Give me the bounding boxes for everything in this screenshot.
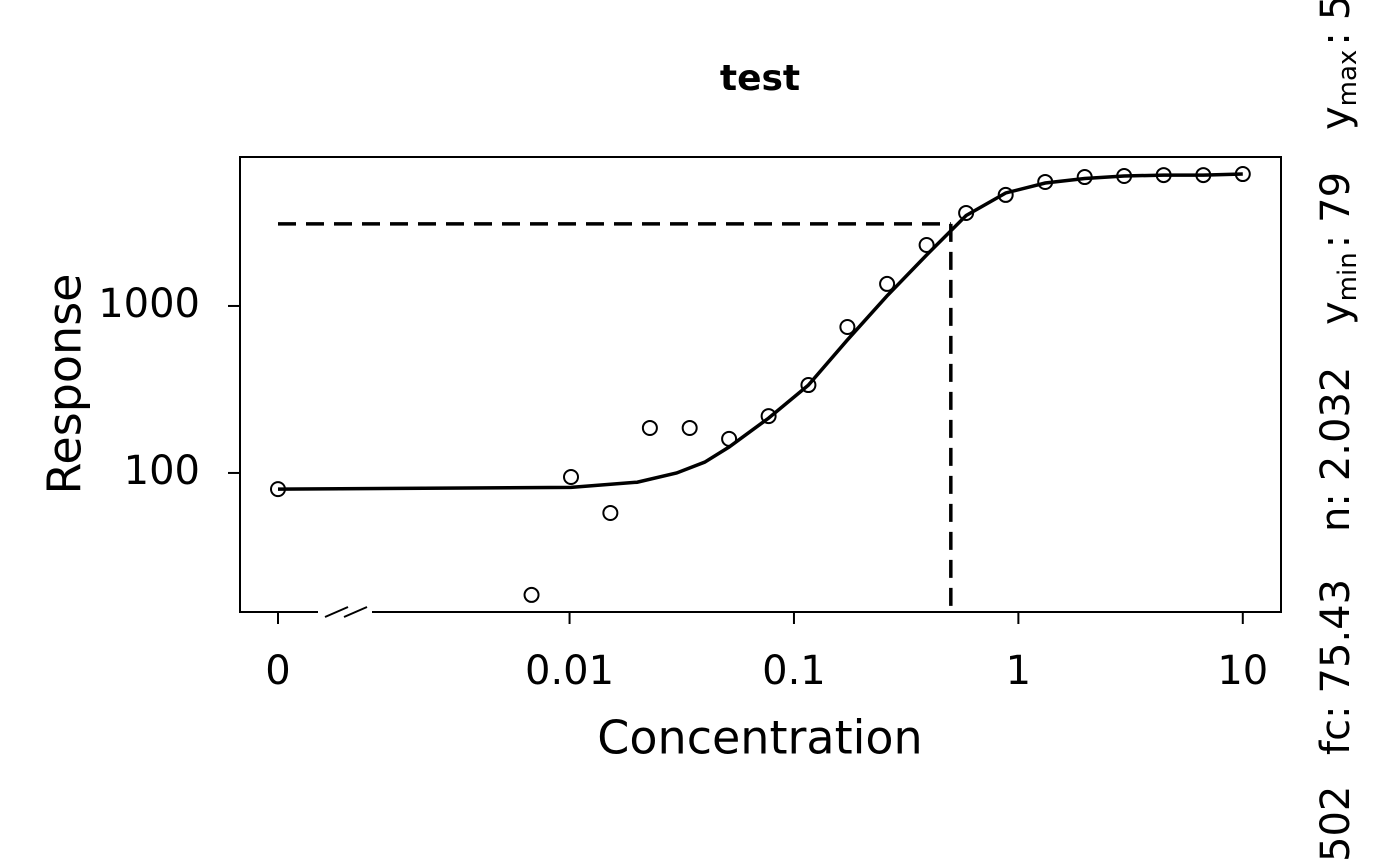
- data-point: [721, 430, 738, 447]
- annotation-separator: :: [1313, 235, 1359, 248]
- fitted-curve: [277, 172, 1243, 491]
- data-point: [918, 236, 935, 253]
- data-point: [602, 504, 619, 521]
- y-tick-label: 1000: [98, 281, 200, 327]
- fit-annotation: 502: [1313, 786, 1359, 862]
- data-point: [681, 419, 698, 436]
- fit-annotation: n: 2.032: [1313, 367, 1359, 532]
- fit-annotation: ymin: 79: [1313, 172, 1363, 325]
- annotation-value: 502: [1313, 786, 1359, 862]
- y-tick-label: 100: [124, 448, 200, 494]
- data-point: [563, 468, 580, 485]
- data-point: [1234, 166, 1251, 183]
- y-axis-title: Response: [38, 274, 92, 495]
- data-point: [1037, 173, 1054, 190]
- annotation-value: 79: [1313, 172, 1359, 223]
- data-point: [1116, 168, 1133, 185]
- axis-break: [324, 606, 349, 618]
- data-point: [958, 204, 975, 221]
- data-point: [879, 275, 896, 292]
- annotation-subscript: max: [1333, 50, 1363, 107]
- annotation-separator: :: [1313, 32, 1359, 45]
- fit-annotation: ymax: 5: [1313, 0, 1363, 130]
- annotation-separator: :: [1313, 705, 1359, 718]
- x-tick-label: 10: [1217, 648, 1268, 694]
- fit-annotation: fc: 75.43: [1313, 579, 1359, 755]
- data-point: [1155, 167, 1172, 184]
- data-point: [839, 319, 856, 336]
- data-point: [1195, 167, 1212, 184]
- data-point: [800, 377, 817, 394]
- annotation-symbol: fc: [1313, 719, 1359, 755]
- annotation-value: 5: [1313, 0, 1359, 20]
- x-axis-title: Concentration: [597, 711, 922, 765]
- annotation-subscript: min: [1333, 252, 1363, 301]
- annotation-symbol: y: [1313, 106, 1359, 130]
- x-tick-label: 1: [1006, 648, 1031, 694]
- annotation-value: 2.032: [1313, 367, 1359, 482]
- x-tick-label: 0.1: [762, 648, 826, 694]
- data-point: [760, 408, 777, 425]
- data-point: [1076, 169, 1093, 186]
- annotation-value: 75.43: [1313, 579, 1359, 694]
- x-tick-label: 0.01: [525, 648, 614, 694]
- data-point: [523, 586, 540, 603]
- plot-frame: [239, 156, 1282, 613]
- data-point: [641, 419, 658, 436]
- annotation-separator: :: [1313, 493, 1359, 506]
- axis-break-gap: [318, 600, 372, 624]
- annotation-symbol: n: [1313, 507, 1359, 532]
- data-point: [270, 481, 286, 498]
- annotation-symbol: y: [1313, 301, 1359, 325]
- data-point: [997, 186, 1014, 203]
- x-tick-label: 0: [265, 648, 290, 694]
- axis-break: [343, 606, 368, 618]
- chart-title: test: [720, 58, 800, 99]
